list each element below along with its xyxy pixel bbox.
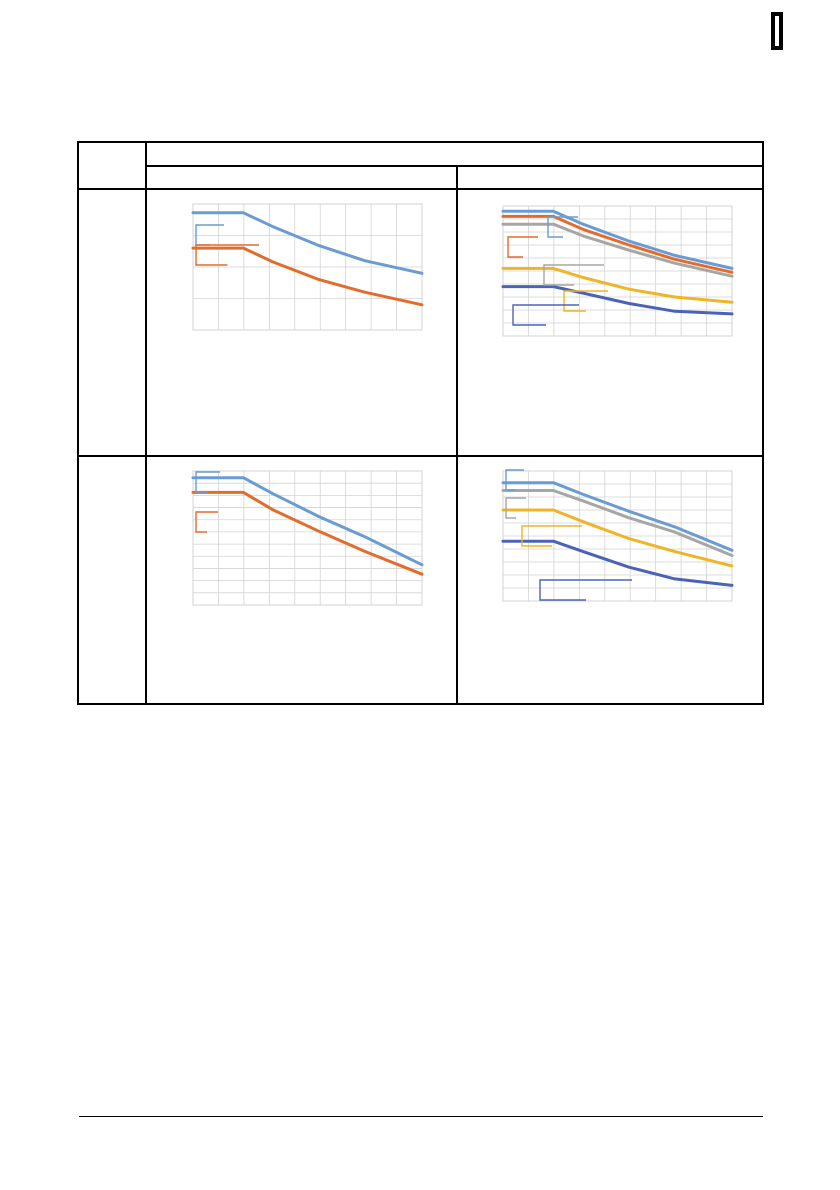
series-callout-leader xyxy=(195,511,218,533)
header-divider-bottom xyxy=(79,188,762,190)
series-callout-leader xyxy=(195,471,220,493)
series-callout-leader xyxy=(521,525,582,547)
series-line-2 xyxy=(191,490,424,576)
series-callout-leader xyxy=(195,244,259,266)
series-line-3 xyxy=(501,222,734,278)
series-callout-leader xyxy=(547,216,578,238)
series-callout-leader xyxy=(512,304,579,326)
chart-bottom-right xyxy=(501,469,734,602)
series-callout-leader xyxy=(539,579,632,601)
series-line-2 xyxy=(501,489,734,557)
plot-frame xyxy=(192,470,423,606)
chart-top-right xyxy=(501,205,734,337)
footer-rule xyxy=(79,1116,763,1117)
chart-panel-bottom-left xyxy=(190,468,425,608)
row-divider xyxy=(79,455,762,457)
chart-panel-top-left xyxy=(190,201,425,333)
series-line-4 xyxy=(501,266,734,304)
series-line-1 xyxy=(501,481,734,552)
series-line-2 xyxy=(191,246,424,307)
series-line-1 xyxy=(501,209,734,270)
chart-panel-top-right xyxy=(500,203,735,339)
series-line-3 xyxy=(501,508,734,568)
series-callout-leader xyxy=(505,469,524,491)
chart-table xyxy=(77,141,764,705)
chart-bottom-left xyxy=(191,470,424,606)
series-line-5 xyxy=(501,285,734,316)
column-divider-left xyxy=(145,143,147,703)
series-callout-leader xyxy=(543,264,604,286)
series-line-1 xyxy=(191,476,424,567)
header-divider-top xyxy=(146,165,764,167)
column-divider-middle xyxy=(456,165,458,705)
series-callout-leader xyxy=(563,290,608,312)
chart-panel-bottom-right xyxy=(500,468,735,604)
series-line-1 xyxy=(191,211,424,275)
series-callout-leader xyxy=(195,224,224,246)
chart-top-left xyxy=(191,203,424,331)
series-line-2 xyxy=(501,214,734,274)
series-callout-leader xyxy=(507,236,538,258)
series-line-4 xyxy=(501,539,734,587)
series-callout-leader xyxy=(505,497,526,519)
corner-mark xyxy=(771,12,783,50)
